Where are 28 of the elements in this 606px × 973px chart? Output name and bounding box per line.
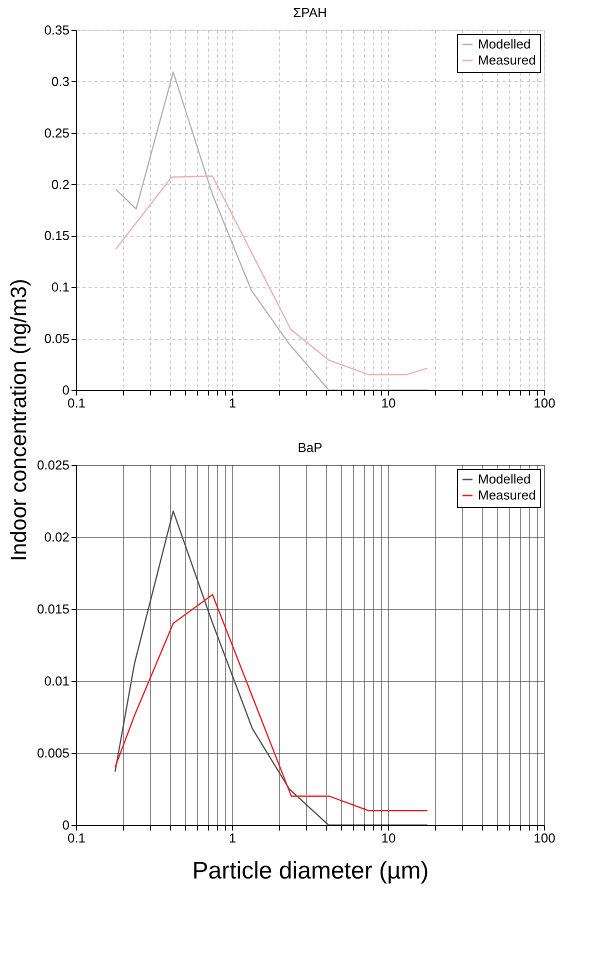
legend-label: Modelled xyxy=(478,36,531,52)
legend-label: Measured xyxy=(478,488,536,502)
chart-title: BaP xyxy=(298,440,322,455)
y-tick-label: 0.25 xyxy=(44,125,70,140)
y-tick-label: 0 xyxy=(62,818,70,832)
x-tick-label: 1 xyxy=(228,830,236,846)
y-axis-title: Indoor concentration (ng/m3) xyxy=(6,278,31,562)
x-tick-label: 10 xyxy=(381,396,396,410)
y-tick-label: 0.02 xyxy=(44,530,70,544)
y-tick-label: 0.05 xyxy=(44,331,70,346)
y-tick-label: 0.2 xyxy=(51,176,70,192)
legend-label: Modelled xyxy=(478,472,531,486)
legend-label: Measured xyxy=(478,52,536,68)
x-axis-title: Particle diameter (µm) xyxy=(192,858,429,884)
y-tick-label: 0.3 xyxy=(51,74,70,89)
x-tick-label: 100 xyxy=(534,830,556,846)
chart-title: ΣPAH xyxy=(293,5,327,20)
y-tick-label: 0.025 xyxy=(36,458,70,472)
x-tick-label: 1 xyxy=(228,396,236,410)
y-tick-label: 0.015 xyxy=(36,602,70,616)
y-tick-label: 0.35 xyxy=(44,22,70,38)
y-tick-label: 0.15 xyxy=(44,228,70,244)
y-tick-label: 0.1 xyxy=(51,280,70,295)
y-tick-label: 0.01 xyxy=(44,674,70,688)
x-tick-label: 100 xyxy=(534,396,556,410)
x-tick-label: 10 xyxy=(381,830,396,846)
y-tick-label: 0.005 xyxy=(36,746,70,760)
y-tick-label: 0 xyxy=(62,382,70,398)
